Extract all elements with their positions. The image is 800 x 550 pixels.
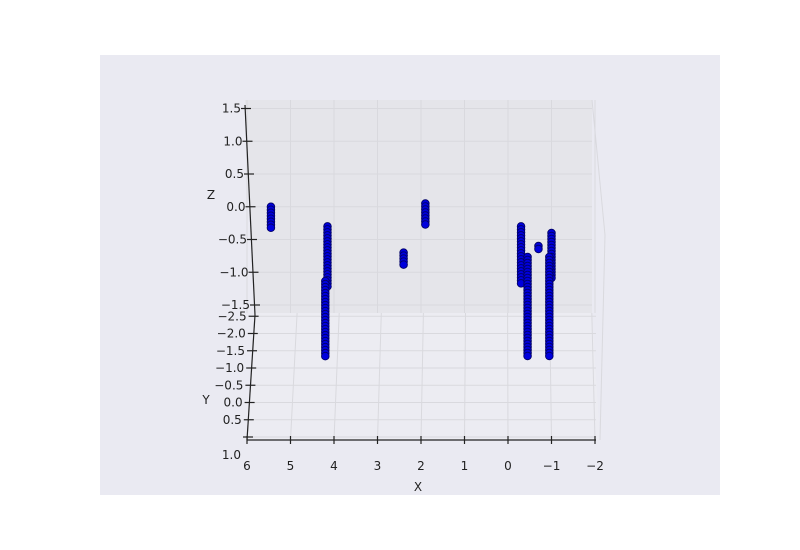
data-point	[399, 260, 408, 269]
x-tick-label: 2	[417, 459, 425, 473]
data-point	[545, 351, 554, 361]
y-tick-label: −0.5	[214, 378, 243, 392]
grid-line-floor-x	[420, 312, 424, 441]
x-tick-label: 3	[374, 459, 382, 473]
x-tick-label: −1	[543, 459, 561, 473]
data-point	[266, 223, 276, 232]
x-tick-label: −2	[586, 459, 604, 473]
axes	[241, 104, 596, 444]
x-tick-label: 4	[330, 459, 338, 473]
z-tick-label: 1.0	[223, 134, 242, 148]
x-tick-label: 5	[287, 459, 295, 473]
z-tick-label: 0.0	[226, 200, 245, 214]
grid-line-floor-x	[333, 312, 340, 441]
y-tick-label: −1.0	[215, 361, 244, 375]
x-axis-label: X	[414, 480, 422, 494]
data-point	[523, 351, 532, 361]
data-point	[534, 244, 543, 254]
y-axis-label: Y	[201, 393, 210, 407]
y-tick-label: −2.5	[217, 309, 246, 323]
side-pane-edge	[591, 99, 606, 236]
z-axis-label: Z	[207, 188, 215, 202]
grid-line-floor-x	[290, 312, 298, 441]
grid-line-floor-x	[464, 312, 466, 441]
x-tick-label: 0	[504, 459, 512, 473]
data-point	[421, 220, 430, 229]
y-tick-label: 1.0	[222, 448, 241, 462]
y-tick-label: −1.5	[216, 344, 245, 358]
z-tick-label: −1.0	[219, 265, 248, 279]
side-pane-edge	[599, 234, 606, 441]
x-tick-label: 1	[461, 459, 469, 473]
data-points	[266, 199, 556, 361]
grid-line-floor-x	[377, 312, 382, 441]
x-tick-label: 6	[243, 459, 251, 473]
z-axis-line	[244, 104, 256, 316]
tick-labels: 1.5 1.0 0.5 0.0 −0.5 −1.0 −1.5 1.0 0.5 0.0 −0.5 −1.…	[214, 102, 604, 474]
z-tick-label: −1.5	[221, 298, 250, 312]
data-point	[321, 351, 330, 361]
y-tick-label: −2.0	[217, 327, 246, 341]
y-tick-label: 0.5	[223, 413, 242, 427]
grid-line-floor-x	[591, 312, 596, 441]
z-tick-label: −0.5	[218, 233, 247, 247]
z-tick-label: 1.5	[222, 102, 241, 116]
y-tick-label: 0.0	[224, 396, 243, 410]
z-tick-label: 0.5	[225, 167, 244, 181]
